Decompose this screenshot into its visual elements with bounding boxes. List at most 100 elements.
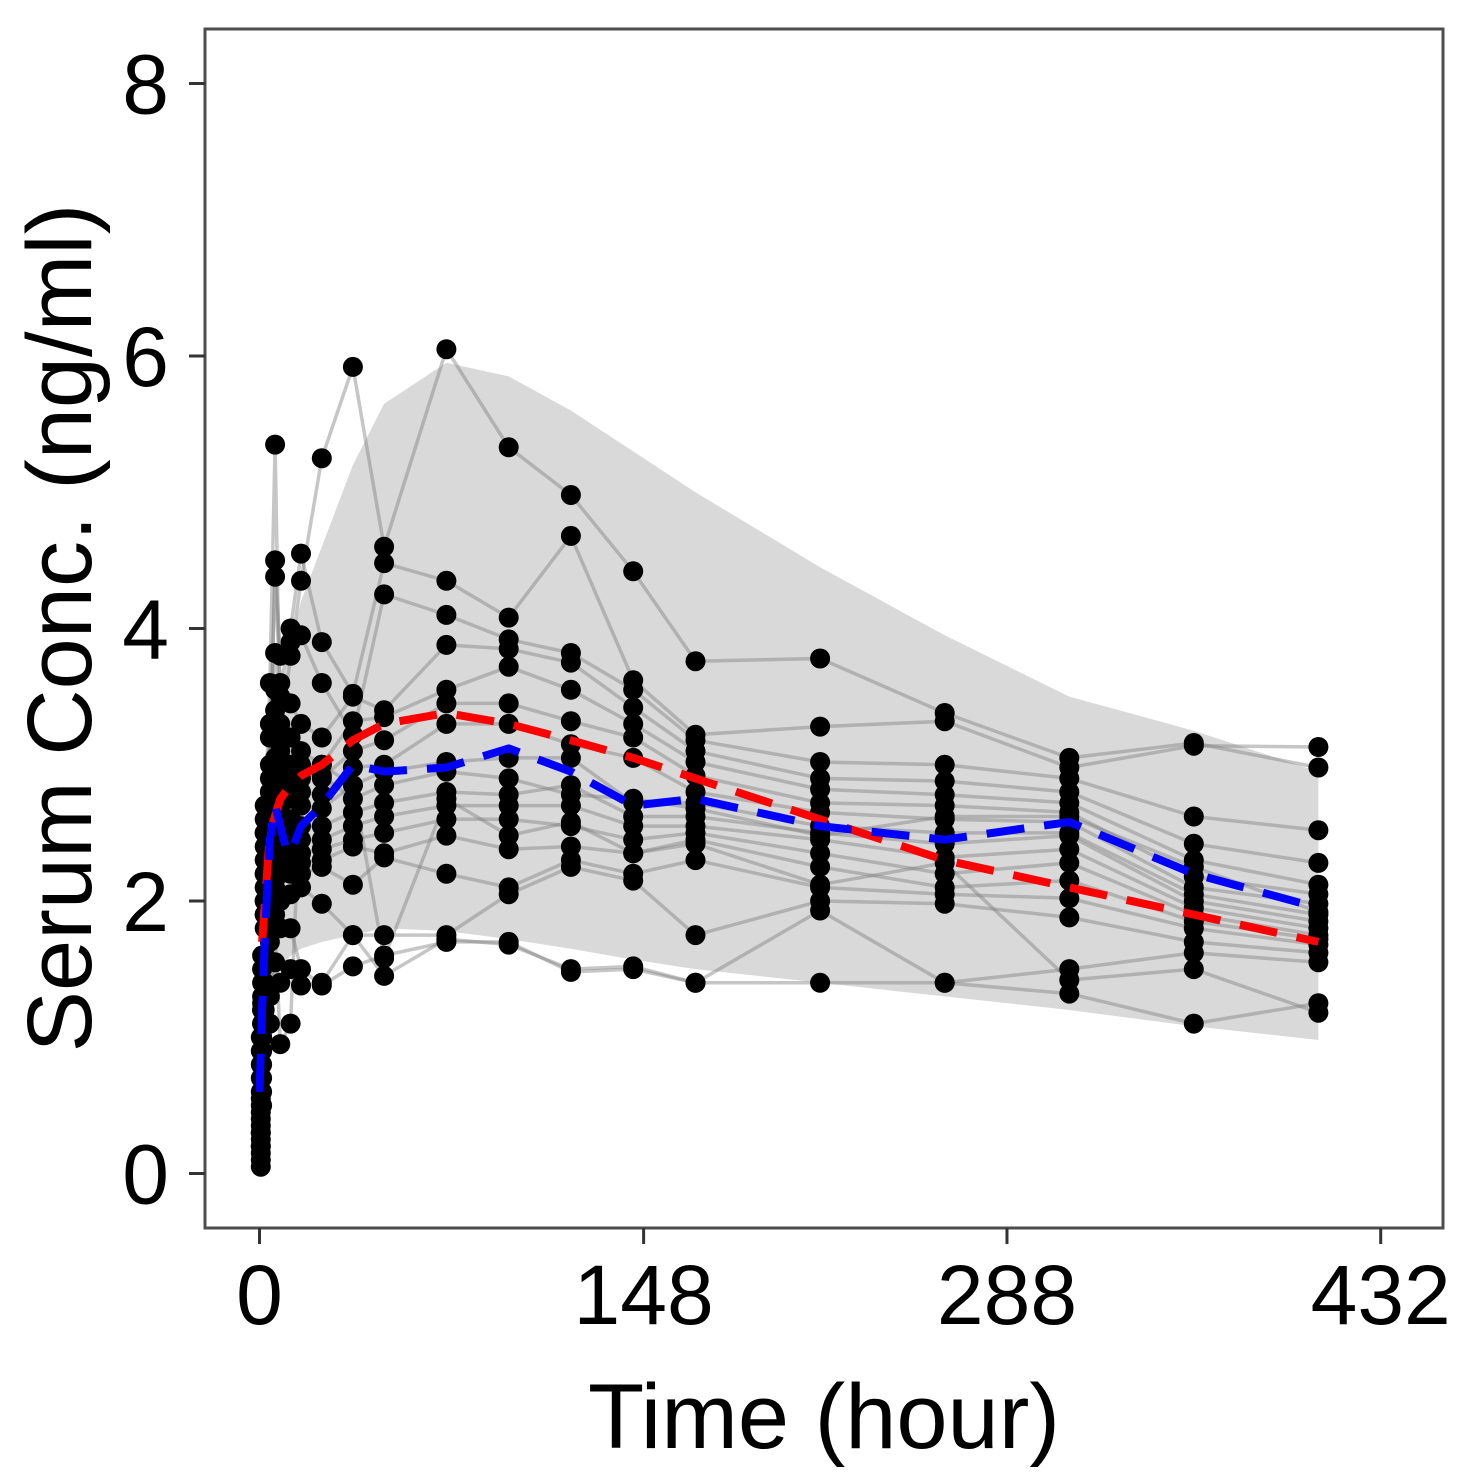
observation-point xyxy=(498,768,519,789)
observation-point xyxy=(810,900,831,921)
observation-point xyxy=(498,656,519,677)
observation-point xyxy=(560,679,581,700)
observation-point xyxy=(560,812,581,832)
observed-median-line xyxy=(255,744,1320,1092)
y-tick-label: 6 xyxy=(122,310,169,404)
observation-point xyxy=(342,874,363,895)
observation-point xyxy=(291,713,311,734)
observation-point xyxy=(311,972,332,993)
observation-point xyxy=(1183,856,1204,877)
observation-point xyxy=(342,788,363,809)
observation-point xyxy=(436,929,457,950)
observation-point xyxy=(623,956,644,977)
y-tick-label: 2 xyxy=(122,855,169,949)
observation-point xyxy=(291,570,311,591)
y-tick-label: 0 xyxy=(122,1128,169,1222)
observation-point xyxy=(342,686,363,707)
observation-point xyxy=(265,566,286,587)
observation-point xyxy=(1183,942,1204,963)
observation-point xyxy=(250,1088,271,1109)
observation-point xyxy=(934,893,955,914)
observation-point xyxy=(560,784,581,805)
observation-point xyxy=(1308,820,1329,841)
predicted-median-line xyxy=(258,709,1320,946)
observation-point xyxy=(934,711,955,732)
observation-point xyxy=(342,836,363,857)
observation-point xyxy=(311,856,332,877)
observation-point xyxy=(1183,1013,1204,1034)
observation-point xyxy=(374,584,395,605)
observation-point xyxy=(1308,852,1329,873)
observation-point xyxy=(810,972,831,993)
observation-point xyxy=(1183,806,1204,827)
observation-point xyxy=(560,525,581,546)
observation-point xyxy=(254,795,275,816)
observation-point xyxy=(685,850,706,871)
observation-point xyxy=(291,795,311,816)
observation-point xyxy=(810,874,831,895)
observation-point xyxy=(280,727,301,748)
observation-point xyxy=(265,550,286,571)
observation-point xyxy=(498,638,519,659)
observation-point xyxy=(311,673,332,693)
observation-point xyxy=(265,679,286,700)
observation-point xyxy=(810,716,831,737)
observation-point xyxy=(560,652,581,673)
observation-point xyxy=(291,975,311,996)
observation-point xyxy=(1308,737,1329,757)
observation-point xyxy=(265,952,286,973)
observation-point xyxy=(560,856,581,877)
observation-point xyxy=(1059,852,1080,873)
observation-point xyxy=(1183,959,1204,980)
observation-point xyxy=(498,607,519,628)
observation-point xyxy=(374,847,395,868)
y-axis-title: Serum Conc. (ng/ml) xyxy=(9,204,111,1053)
observation-point xyxy=(342,925,363,946)
observation-point xyxy=(685,972,706,993)
observation-point xyxy=(1308,901,1329,922)
observation-point xyxy=(436,788,457,809)
prediction-band-layer xyxy=(262,362,1319,1092)
observation-point xyxy=(374,948,395,969)
observation-point xyxy=(291,543,311,564)
observation-point xyxy=(265,768,286,789)
observation-point xyxy=(291,625,311,646)
axes-layer: 0 148 288 432 0 2 4 6 8 xyxy=(122,38,1451,1343)
observation-point xyxy=(623,870,644,891)
observation-point xyxy=(934,806,955,827)
observation-point xyxy=(498,437,519,458)
x-tick-label: 148 xyxy=(574,1248,714,1342)
observation-point xyxy=(685,833,706,854)
observation-point xyxy=(623,843,644,864)
observation-point xyxy=(1308,952,1329,973)
observation-point xyxy=(623,697,644,718)
x-tick-label: 288 xyxy=(937,1248,1077,1342)
observation-point xyxy=(265,918,286,939)
y-tick-label: 4 xyxy=(122,583,169,677)
x-axis-title: Time (hour) xyxy=(588,1366,1060,1468)
observation-point xyxy=(560,959,581,980)
observation-point xyxy=(265,700,286,721)
observation-point xyxy=(623,727,644,748)
observation-point xyxy=(265,747,286,768)
observation-point xyxy=(685,752,706,772)
observation-point xyxy=(436,604,457,625)
observation-point xyxy=(498,693,519,714)
observation-point xyxy=(685,651,706,672)
observation-point xyxy=(436,825,457,846)
observation-point xyxy=(1059,907,1080,928)
observation-point xyxy=(810,648,831,669)
observation-point xyxy=(311,727,332,748)
observation-point xyxy=(374,806,395,827)
observation-point xyxy=(436,634,457,655)
observation-point xyxy=(374,707,395,728)
observation-point xyxy=(436,863,457,884)
median-lines-layer xyxy=(255,709,1320,1092)
observation-point xyxy=(342,356,363,377)
observation-point xyxy=(374,536,395,557)
y-tick-label: 8 xyxy=(122,38,169,132)
observation-point xyxy=(1183,735,1204,756)
observation-point xyxy=(280,918,301,939)
observation-point xyxy=(311,632,332,653)
observation-point xyxy=(436,713,457,734)
